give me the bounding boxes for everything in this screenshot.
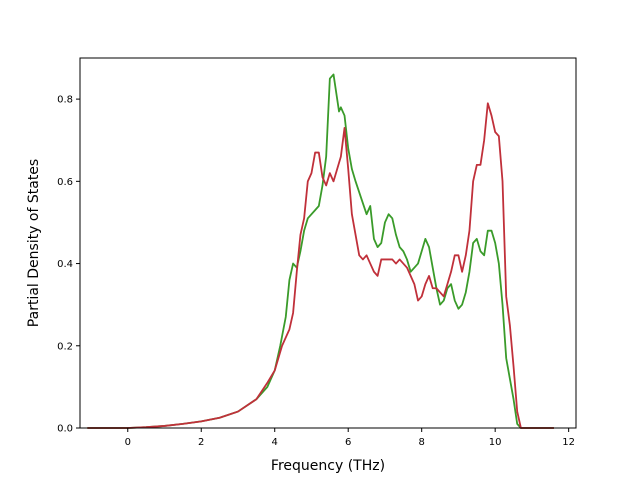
series-line-1 (87, 73, 554, 429)
y-axis: 0.0 0.2 0.4 0.6 0.8 (57, 95, 80, 435)
x-tick-label: 4 (272, 437, 278, 448)
y-tick-label: 0.4 (57, 259, 73, 270)
x-tick-label: 2 (198, 437, 204, 448)
y-tick-label: 0.6 (57, 177, 73, 188)
y-tick-label: 0.0 (57, 424, 73, 435)
series-layer (87, 73, 554, 429)
series-line-2 (87, 102, 554, 429)
x-tick-label: 6 (345, 437, 351, 448)
x-tick-label: 8 (419, 437, 425, 448)
x-axis: 0 2 4 6 8 10 12 (125, 428, 575, 448)
x-tick-label: 0 (125, 437, 131, 448)
y-tick-label: 0.2 (57, 341, 73, 352)
x-tick-label: 12 (562, 437, 575, 448)
y-axis-label: Partial Density of States (26, 159, 42, 327)
x-axis-label: Frequency (THz) (271, 458, 385, 474)
x-tick-label: 10 (489, 437, 502, 448)
plot-frame (79, 57, 577, 429)
y-tick-label: 0.8 (57, 95, 73, 106)
